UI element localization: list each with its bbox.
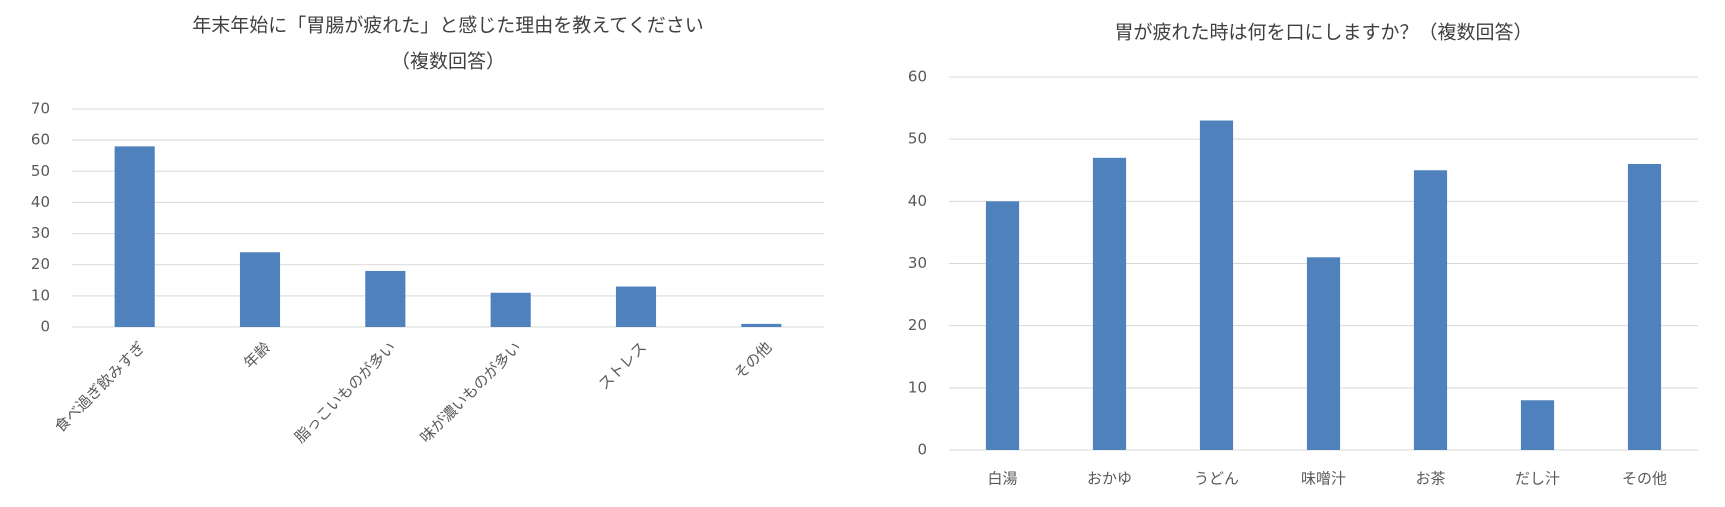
- y-tick-label: 20: [31, 255, 50, 273]
- y-tick-label: 10: [31, 286, 50, 304]
- y-tick-label: 50: [31, 162, 50, 180]
- bar: [741, 323, 782, 327]
- bar: [1092, 157, 1127, 451]
- y-tick-label: 40: [908, 192, 927, 210]
- x-tick-label: 脂っこいものが多い: [291, 338, 399, 446]
- chart-title: 年末年始に「胃腸が疲れた」と感じた理由を教えてください: [192, 15, 703, 37]
- bar: [1306, 257, 1341, 450]
- x-tick-label: 味噌汁: [1301, 470, 1346, 488]
- x-tick-label: うどん: [1194, 470, 1239, 488]
- bar: [1199, 120, 1234, 451]
- chart-subtitle: （複数回答）: [391, 51, 505, 73]
- bar: [490, 292, 531, 327]
- bar: [615, 286, 657, 327]
- bar: [239, 252, 281, 327]
- y-tick-label: 50: [908, 130, 927, 148]
- x-tick-label: その他: [731, 338, 776, 383]
- x-tick-label: おかゆ: [1087, 470, 1132, 488]
- bar: [1520, 400, 1555, 450]
- bar: [1413, 170, 1448, 450]
- y-tick-label: 70: [31, 100, 50, 118]
- chart-title: 胃が疲れた時は何を口にしますか？（複数回答）: [1114, 22, 1532, 44]
- bar: [1627, 164, 1662, 451]
- y-tick-label: 0: [40, 318, 50, 336]
- bar: [114, 146, 155, 327]
- y-tick-label: 0: [917, 441, 927, 459]
- bar: [365, 270, 406, 327]
- x-tick-label: だし汁: [1515, 470, 1560, 488]
- x-tick-label: 白湯: [987, 470, 1017, 488]
- y-tick-label: 10: [908, 378, 927, 396]
- y-tick-label: 30: [908, 254, 927, 272]
- y-tick-label: 20: [908, 316, 927, 334]
- x-tick-label: お茶: [1415, 470, 1445, 488]
- bar: [985, 201, 1020, 450]
- y-tick-label: 40: [31, 193, 50, 211]
- x-tick-label: 年齢: [240, 338, 274, 372]
- x-tick-label: その他: [1622, 470, 1667, 488]
- y-tick-label: 60: [908, 68, 927, 86]
- y-tick-label: 60: [31, 131, 50, 149]
- y-tick-label: 30: [31, 224, 50, 242]
- x-tick-label: ストレス: [595, 338, 650, 393]
- x-tick-label: 味が濃いものが多い: [416, 338, 524, 446]
- x-tick-label: 食べ過ぎ飲みすぎ: [51, 338, 149, 436]
